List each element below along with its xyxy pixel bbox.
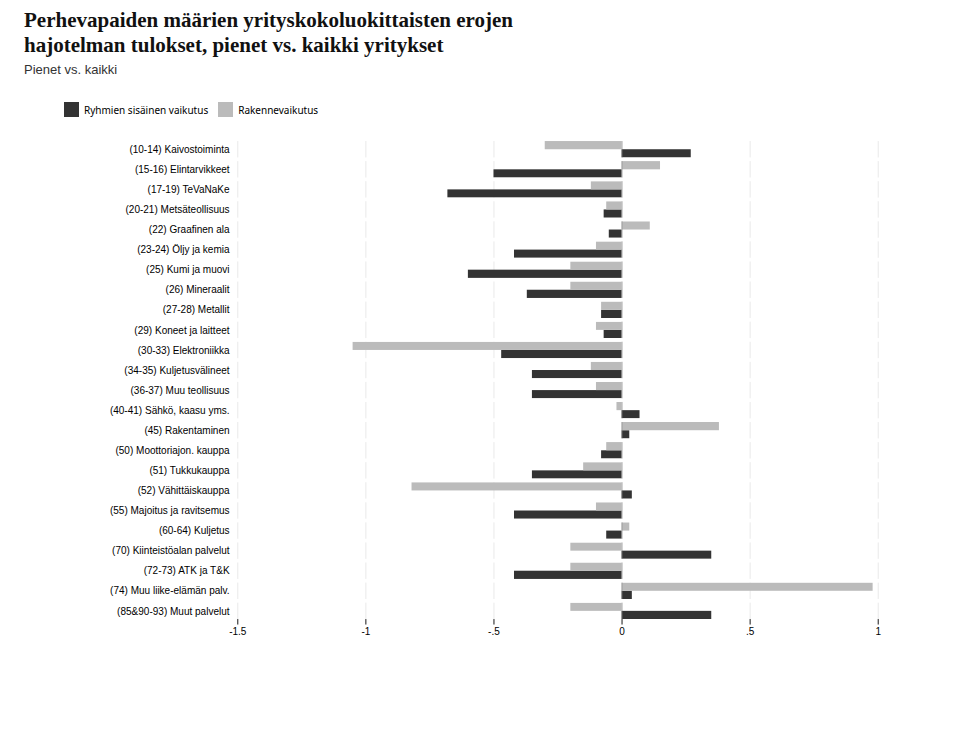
svg-text:(55) Majoitus ja ravitsemus: (55) Majoitus ja ravitsemus (110, 506, 230, 517)
svg-text:(26) Mineraalit: (26) Mineraalit (166, 285, 230, 296)
svg-text:(36-37) Muu teollisuus: (36-37) Muu teollisuus (130, 385, 229, 396)
html-text:Pienet vs. kaikki: Pienet vs. kaikki (24, 62, 118, 78)
svg-text:(15-16) Elintarvikkeet: (15-16) Elintarvikkeet (135, 164, 230, 175)
svg-text:-1.5: -1.5 (229, 626, 247, 637)
html-text:Rakennevaikutus: Rakennevaikutus (238, 102, 319, 117)
svg-text:(27-28) Metallit: (27-28) Metallit (163, 305, 230, 316)
svg-text:(52) Vähittäiskauppa: (52) Vähittäiskauppa (138, 485, 230, 496)
svg-text:(23-24) Öljy ja kemia: (23-24) Öljy ja kemia (137, 245, 230, 256)
svg-text:(10-14) Kaivostoiminta: (10-14) Kaivostoiminta (129, 144, 230, 155)
svg-text:(34-35) Kuljetusvälineet: (34-35) Kuljetusvälineet (124, 365, 229, 376)
svg-text:(60-64) Kuljetus: (60-64) Kuljetus (159, 526, 230, 537)
svg-text:-1: -1 (361, 626, 370, 637)
svg-text:(30-33) Elektroniikka: (30-33) Elektroniikka (138, 345, 230, 356)
svg-text:(70) Kiinteistöalan palvelut: (70) Kiinteistöalan palvelut (112, 546, 230, 557)
svg-text:(40-41) Sähkö, kaasu yms.: (40-41) Sähkö, kaasu yms. (110, 405, 230, 416)
svg-text:(51) Tukkukauppa: (51) Tukkukauppa (149, 465, 230, 476)
html-text:Ryhmien sisäinen vaikutus: Ryhmien sisäinen vaikutus (84, 102, 209, 117)
svg-text:0: 0 (619, 626, 625, 637)
svg-text:(17-19) TeVaNaKe: (17-19) TeVaNaKe (148, 184, 230, 195)
svg-text:1: 1 (875, 626, 881, 637)
svg-text:(45) Rakentaminen: (45) Rakentaminen (144, 425, 229, 436)
svg-text:(85&90-93) Muut palvelut: (85&90-93) Muut palvelut (117, 606, 230, 617)
html-text:Perhevapaiden määrien yritysko: Perhevapaiden määrien yrityskokoluokitta… (24, 8, 513, 32)
svg-text:(22) Graafinen ala: (22) Graafinen ala (149, 225, 230, 236)
html-text:hajotelman tulokset, pienet vs: hajotelman tulokset, pienet vs. kaikki y… (24, 33, 444, 58)
svg-text:(74) Muu liike-elämän palv.: (74) Muu liike-elämän palv. (110, 586, 230, 597)
svg-text:(25) Kumi ja muovi: (25) Kumi ja muovi (146, 265, 230, 276)
svg-text:(20-21) Metsäteollisuus: (20-21) Metsäteollisuus (125, 204, 229, 215)
svg-text:(72-73) ATK ja T&K: (72-73) ATK ja T&K (144, 566, 230, 577)
svg-text:(29) Koneet ja laitteet: (29) Koneet ja laitteet (134, 325, 229, 336)
svg-text:(50) Moottoriajon. kauppa: (50) Moottoriajon. kauppa (115, 445, 230, 456)
svg-text:-.5: -.5 (488, 626, 500, 637)
svg-text:.5: .5 (746, 626, 755, 637)
